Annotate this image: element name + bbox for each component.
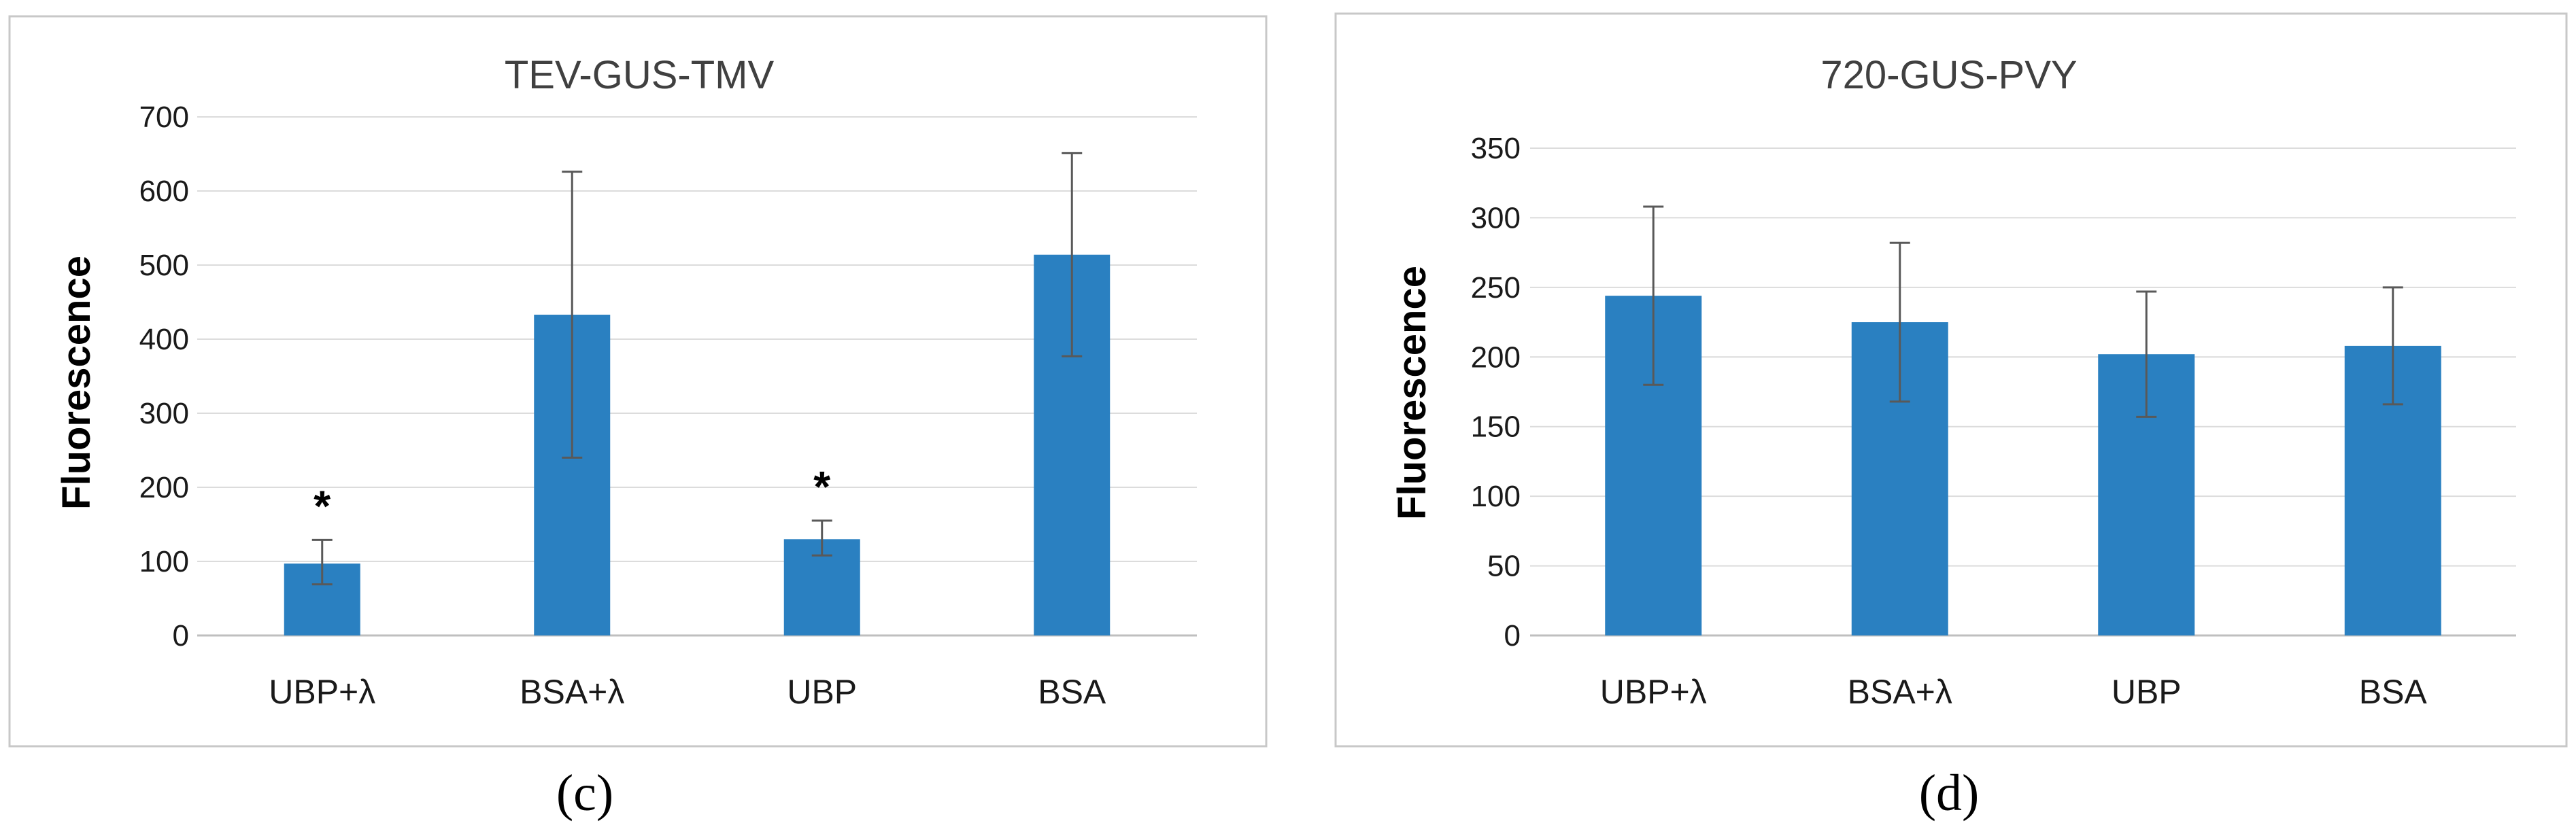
significance-mark: * bbox=[313, 481, 331, 530]
chart-title: 720-GUS-PVY bbox=[1820, 53, 2077, 97]
y-tick-label: 100 bbox=[1471, 480, 1521, 513]
y-tick-label: 350 bbox=[1471, 132, 1521, 165]
y-tick-label: 200 bbox=[1471, 341, 1521, 374]
chart-panel-d: 720-GUS-PVY Fluorescence 0 50 100 150 200 250… bbox=[1334, 12, 2568, 822]
error-bar bbox=[562, 171, 583, 459]
panel-label: (d) bbox=[1919, 765, 1980, 822]
y-tick-label: 200 bbox=[139, 471, 189, 504]
y-tick-label: 700 bbox=[139, 101, 189, 134]
error-bar bbox=[1889, 241, 1910, 403]
y-axis-label: Fluorescence bbox=[54, 256, 99, 510]
chart-title: TEV-GUS-TMV bbox=[505, 53, 775, 97]
category-label: BSA+λ bbox=[520, 673, 624, 711]
category-label: UBP bbox=[2112, 673, 2182, 711]
error-bar bbox=[811, 519, 832, 557]
error-bar bbox=[311, 538, 333, 586]
y-tick-label: 300 bbox=[1471, 201, 1521, 234]
error-bar bbox=[1643, 205, 1664, 386]
error-bar bbox=[2382, 286, 2403, 406]
panel-label: (c) bbox=[556, 765, 613, 822]
category-label: UBP bbox=[787, 673, 857, 711]
y-axis-label: Fluorescence bbox=[1390, 266, 1434, 520]
error-bar bbox=[1062, 152, 1083, 357]
category-labels: UBP+λ BSA+λ UBP BSA bbox=[1600, 673, 2428, 711]
y-tick-label: 300 bbox=[139, 397, 189, 430]
significance-marks: * * bbox=[313, 462, 830, 530]
y-tick-label: 50 bbox=[1487, 550, 1521, 583]
chart-panel-c: TEV-GUS-TMV Fluorescence 0 100 200 300 400 50… bbox=[8, 15, 1268, 822]
y-tick-label: 150 bbox=[1471, 411, 1521, 444]
category-labels: UBP+λ BSA+λ UBP BSA bbox=[269, 673, 1106, 711]
y-tick-label: 500 bbox=[139, 249, 189, 282]
y-tick-label: 600 bbox=[139, 175, 189, 208]
error-bar bbox=[2136, 290, 2157, 418]
y-tick-label: 250 bbox=[1471, 271, 1521, 304]
significance-mark: * bbox=[813, 462, 830, 511]
category-label: BSA bbox=[1038, 673, 1106, 711]
category-label: UBP+λ bbox=[1600, 673, 1707, 711]
category-label: UBP+λ bbox=[269, 673, 375, 711]
y-tick-label: 400 bbox=[139, 323, 189, 356]
y-tick-label: 100 bbox=[139, 545, 189, 578]
y-tick-labels: 0 50 100 150 200 250 300 350 bbox=[1471, 132, 1521, 652]
error-bars bbox=[1643, 205, 2403, 418]
category-label: BSA+λ bbox=[1848, 673, 1952, 711]
y-tick-label: 0 bbox=[1504, 619, 1521, 652]
y-tick-labels: 0 100 200 300 400 500 600 700 bbox=[139, 101, 189, 652]
gridlines bbox=[197, 116, 1197, 637]
y-tick-label: 0 bbox=[173, 619, 189, 652]
error-bars bbox=[311, 152, 1083, 586]
category-label: BSA bbox=[2359, 673, 2428, 711]
